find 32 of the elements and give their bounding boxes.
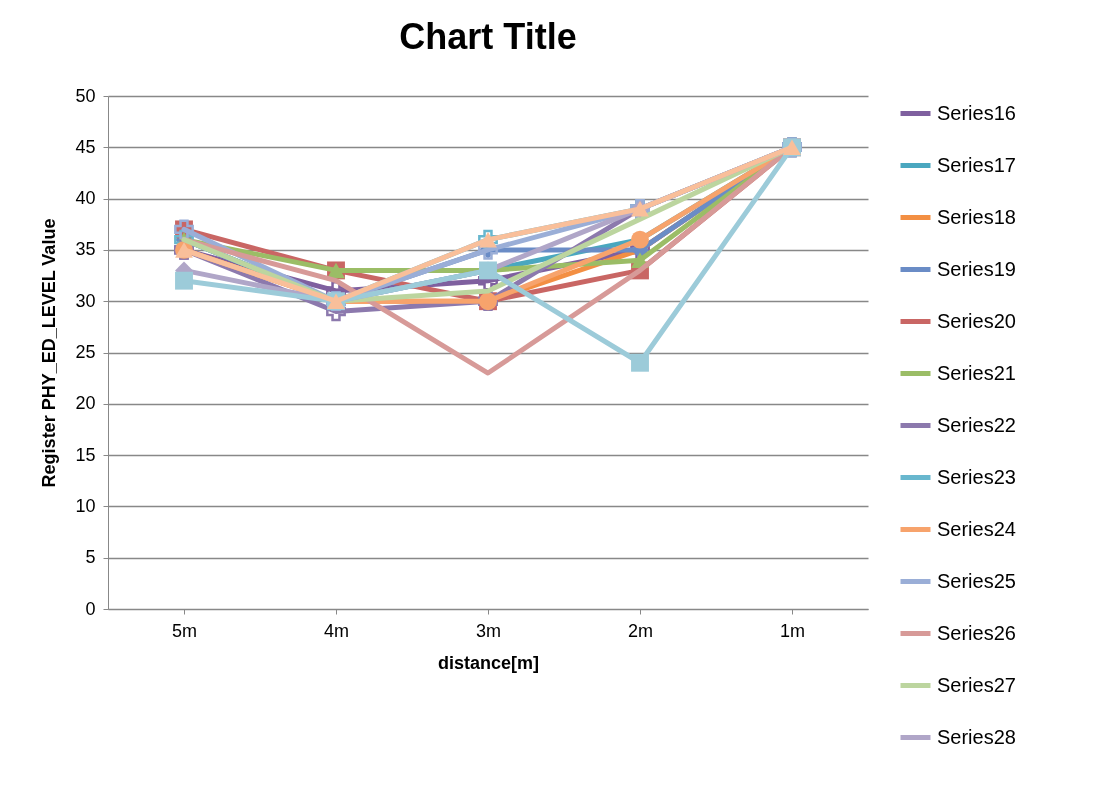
x-tick-label: 4m xyxy=(323,620,350,641)
legend-label: Series20 xyxy=(937,309,1016,332)
chart-title: Chart Title xyxy=(399,16,577,57)
legend-label: Series23 xyxy=(937,465,1016,488)
legend-label: Series24 xyxy=(937,517,1016,540)
legend-label: Series17 xyxy=(937,153,1016,176)
y-tick-label: 45 xyxy=(75,136,96,157)
legend-label: Series26 xyxy=(937,621,1016,644)
y-tick-label: 35 xyxy=(75,239,96,260)
legend-label: Series22 xyxy=(937,413,1016,436)
y-tick-label: 30 xyxy=(75,290,96,311)
y-tick-label: 10 xyxy=(75,495,96,516)
y-tick-label: 40 xyxy=(75,188,96,209)
legend-label: Series19 xyxy=(937,257,1016,280)
y-tick-label: 5 xyxy=(85,547,96,568)
x-axis-title: distance[m] xyxy=(437,652,540,673)
y-tick-label: 50 xyxy=(75,85,96,106)
legend-label: Series27 xyxy=(937,673,1016,696)
legend-label: Series25 xyxy=(937,569,1016,592)
legend-label: Series21 xyxy=(937,361,1016,384)
legend-label: Series16 xyxy=(937,101,1016,124)
y-axis-title: Register PHY_ED_LEVEL Value xyxy=(39,218,60,488)
y-tick-label: 25 xyxy=(75,342,96,362)
y-tick-label: 20 xyxy=(75,393,96,414)
y-tick-label: 15 xyxy=(75,444,96,465)
legend-label: Series28 xyxy=(937,725,1016,748)
x-tick-label: 2m xyxy=(627,620,654,641)
x-tick-label: 1m xyxy=(779,620,806,641)
x-tick-label: 3m xyxy=(475,620,502,641)
x-tick-label: 5m xyxy=(171,620,198,641)
y-tick-label: 0 xyxy=(85,598,96,619)
legend-label: Series18 xyxy=(937,205,1016,228)
